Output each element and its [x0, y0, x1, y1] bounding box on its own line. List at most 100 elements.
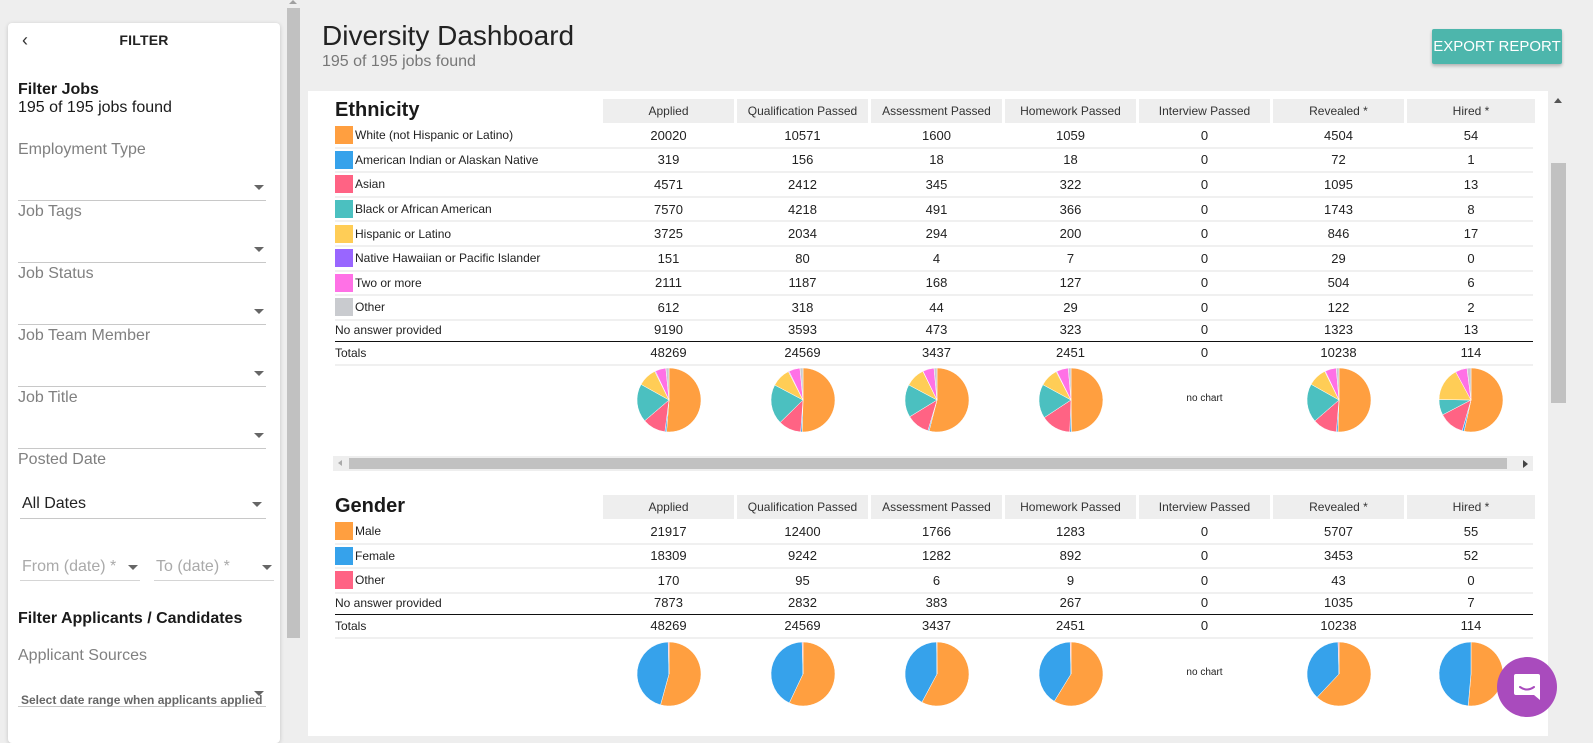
column-header-homework-passed: Homework Passed	[1005, 495, 1136, 519]
table-cell: 1600	[871, 123, 1002, 148]
dropdown-caret-icon	[252, 502, 262, 507]
table-cell: 13	[1407, 320, 1535, 340]
table-cell: 9190	[603, 320, 734, 340]
pie-slice-white-not-hispanic-or-latino[interactable]	[666, 368, 700, 432]
job-tags-select[interactable]: Job Tags	[18, 203, 266, 263]
table-cell: 322	[1005, 172, 1136, 197]
legend-swatch	[335, 225, 353, 243]
table-cell: 9	[1005, 568, 1136, 593]
row-label-text: Other	[355, 573, 385, 587]
row-label-text: Other	[355, 300, 385, 314]
row-label-text: Native Hawaiian or Pacific Islander	[355, 251, 540, 265]
horizontal-scrollbar[interactable]	[333, 456, 1533, 471]
dropdown-caret-icon	[254, 247, 264, 252]
row-label-text: Two or more	[355, 276, 422, 290]
table-cell: 29	[1005, 295, 1136, 320]
pie-slice-white-not-hispanic-or-latino[interactable]	[802, 368, 835, 432]
page-subtitle: 195 of 195 jobs found	[322, 53, 476, 71]
table-cell: 0	[1139, 271, 1270, 296]
pie-slice-female[interactable]	[1439, 642, 1471, 706]
employment-type-select[interactable]: Employment Type	[18, 141, 266, 201]
field-label: Job Tags	[18, 203, 82, 221]
filter-header: ‹ FILTER	[8, 23, 280, 57]
row-label-text: Male	[355, 524, 381, 538]
job-team-member-select[interactable]: Job Team Member	[18, 327, 266, 387]
gender-pie-chart-qualification-passed	[770, 641, 836, 707]
table-cell: 8	[1407, 197, 1535, 222]
row-divider	[335, 364, 1533, 366]
table-cell: 72	[1273, 148, 1404, 173]
table-cell: 0	[1139, 615, 1270, 637]
main-scrollbar-thumb[interactable]	[1551, 163, 1566, 403]
date-range-hint: Select date range when applicants applie…	[21, 693, 262, 707]
row-label: Two or more	[335, 271, 422, 296]
posted-date-select[interactable]: All Dates	[20, 495, 266, 519]
row-label: American Indian or Alaskan Native	[335, 148, 538, 173]
table-cell: 366	[1005, 197, 1136, 222]
row-label-text: American Indian or Alaskan Native	[355, 153, 538, 167]
horizontal-scrollbar-thumb[interactable]	[349, 458, 1507, 469]
row-label: Black or African American	[335, 197, 492, 222]
table-cell: 504	[1273, 271, 1404, 296]
pie-slice-white-not-hispanic-or-latino[interactable]	[1337, 368, 1370, 432]
table-cell: 54	[1407, 123, 1535, 148]
legend-swatch	[335, 249, 353, 267]
table-cell: 383	[871, 593, 1002, 613]
scroll-left-arrow-icon[interactable]	[338, 460, 342, 466]
row-label: Hispanic or Latino	[335, 221, 451, 246]
table-cell: 10571	[737, 123, 868, 148]
table-cell: 29	[1273, 246, 1404, 271]
field-label: Job Status	[18, 265, 94, 283]
table-cell: 156	[737, 148, 868, 173]
no-chart-label: no chart	[1139, 667, 1270, 678]
table-cell: 4571	[603, 172, 734, 197]
table-cell: 10238	[1273, 615, 1404, 637]
to-date-picker[interactable]: To (date) *	[154, 556, 274, 581]
job-title-select[interactable]: Job Title	[18, 389, 266, 449]
job-status-select[interactable]: Job Status	[18, 265, 266, 325]
pie-slice-white-not-hispanic-or-latino[interactable]	[1071, 368, 1103, 432]
table-cell: 7	[1407, 593, 1535, 613]
gender-pie-chart-hired	[1438, 641, 1504, 707]
field-underline	[18, 386, 266, 387]
posted-date-value: All Dates	[22, 495, 86, 513]
table-cell: 3593	[737, 320, 868, 340]
table-cell: 168	[871, 271, 1002, 296]
export-report-button[interactable]: EXPORT REPORT	[1432, 29, 1562, 64]
field-label: Employment Type	[18, 141, 146, 159]
legend-swatch	[335, 151, 353, 169]
table-cell: 18	[1005, 148, 1136, 173]
table-cell: 7570	[603, 197, 734, 222]
table-cell: 55	[1407, 519, 1535, 544]
table-cell: 127	[1005, 271, 1136, 296]
dropdown-caret-icon	[254, 433, 264, 438]
sidebar-scrollbar-thumb[interactable]	[287, 8, 300, 638]
table-cell: 24569	[737, 615, 868, 637]
table-cell: 345	[871, 172, 1002, 197]
legend-swatch	[335, 175, 353, 193]
table-cell: 0	[1139, 197, 1270, 222]
table-cell: 0	[1139, 246, 1270, 271]
scroll-up-arrow-icon[interactable]	[289, 0, 297, 4]
table-cell: 0	[1139, 568, 1270, 593]
column-header-assessment-passed: Assessment Passed	[871, 495, 1002, 519]
table-cell: 1743	[1273, 197, 1404, 222]
filter-sidebar: ‹ FILTER Filter Jobs 195 of 195 jobs fou…	[8, 23, 280, 743]
chat-launcher-button[interactable]	[1497, 657, 1557, 717]
row-label: Other	[335, 568, 385, 593]
scroll-right-arrow-icon[interactable]	[1523, 460, 1528, 468]
table-cell: 7	[1005, 246, 1136, 271]
scroll-up-arrow-icon[interactable]	[1554, 98, 1562, 103]
dropdown-caret-icon	[262, 565, 272, 570]
row-label: Totals	[335, 615, 366, 637]
table-cell: 48269	[603, 615, 734, 637]
field-underline	[18, 324, 266, 325]
from-date-picker[interactable]: From (date) *	[20, 556, 140, 581]
